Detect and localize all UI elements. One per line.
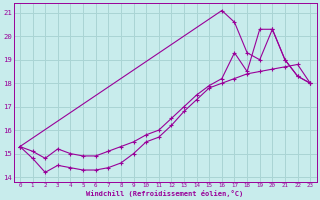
X-axis label: Windchill (Refroidissement éolien,°C): Windchill (Refroidissement éolien,°C) [86, 190, 244, 197]
